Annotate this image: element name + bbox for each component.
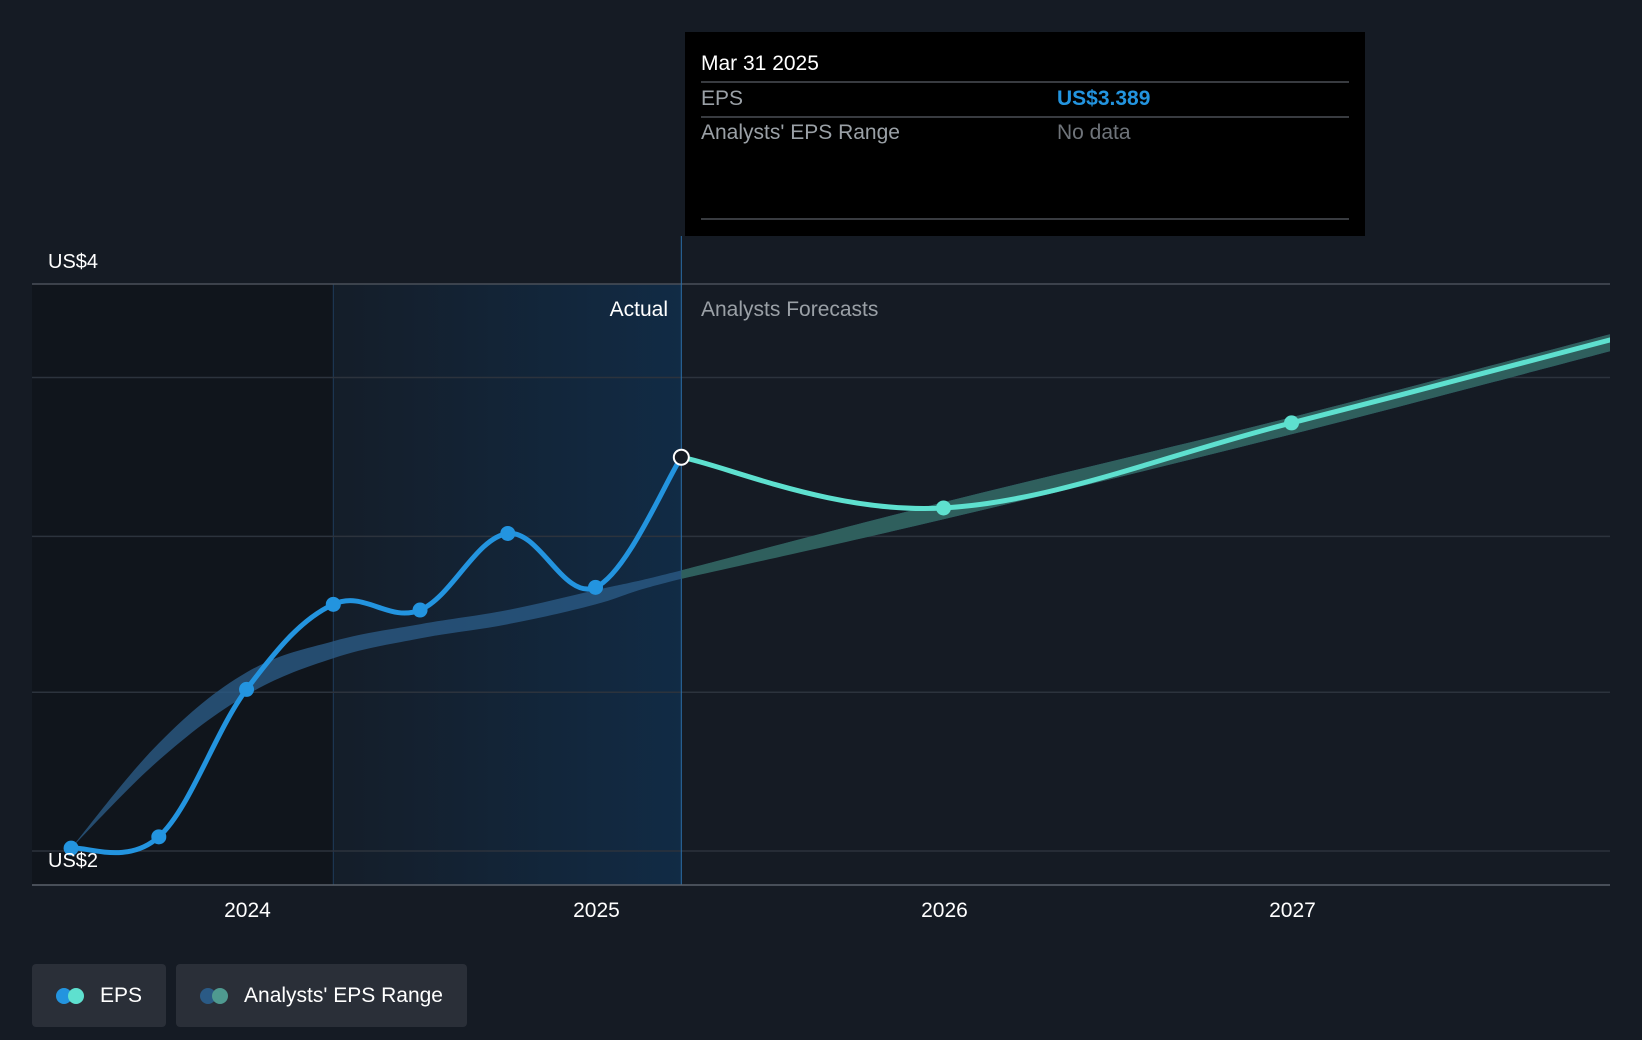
tooltip-eps-value: US$3.389	[1057, 87, 1150, 110]
y-tick-label: US$4	[48, 251, 98, 273]
legend-label-eps: EPS	[100, 983, 143, 1007]
x-axis-labels: 2024 2025 2026 2027	[224, 899, 1316, 922]
eps-forecast-point	[1284, 415, 1300, 431]
eps-point	[588, 579, 604, 595]
tooltip-eps-label: EPS	[701, 87, 743, 110]
eps-point	[151, 829, 167, 845]
eps-forecast-point	[1632, 325, 1642, 340]
actual-label: Actual	[610, 298, 668, 321]
eps-point-highlight	[672, 448, 690, 466]
legend: EPS Analysts' EPS Range	[32, 964, 467, 1027]
legend-item-eps[interactable]: EPS	[32, 964, 167, 1027]
eps-dots-icon	[56, 987, 86, 1004]
eps-forecast-line	[678, 337, 1610, 512]
eps-range-forecast-band	[681, 334, 1610, 579]
past-region-shade	[32, 284, 334, 885]
eps-point	[239, 681, 255, 697]
tooltip-range-label: Analysts' EPS Range	[701, 121, 900, 144]
tooltip-date: Mar 31 2025	[701, 52, 819, 75]
y-tick-label: US$2	[48, 850, 98, 872]
eps-forecast-point	[936, 500, 952, 516]
x-tick-label: 2026	[921, 899, 968, 922]
tooltip-box	[685, 32, 1365, 236]
x-tick-label: 2025	[573, 899, 620, 922]
legend-item-eps-range[interactable]: Analysts' EPS Range	[176, 964, 467, 1027]
eps-point	[325, 596, 341, 612]
x-tick-label: 2024	[224, 899, 271, 922]
forecast-label: Analysts Forecasts	[701, 298, 878, 321]
eps-point	[412, 602, 428, 618]
eps-point	[63, 840, 79, 856]
legend-label-eps-range: Analysts' EPS Range	[244, 983, 443, 1007]
y-axis-labels: US$4 US$2	[48, 251, 98, 872]
tooltip: Mar 31 2025 EPS US$3.389 Analysts' EPS R…	[685, 32, 1365, 236]
range-dots-icon	[200, 987, 230, 1004]
eps-point	[500, 525, 516, 541]
x-tick-label: 2027	[1269, 899, 1316, 922]
tooltip-range-value: No data	[1057, 121, 1131, 144]
eps-points	[63, 325, 1642, 856]
